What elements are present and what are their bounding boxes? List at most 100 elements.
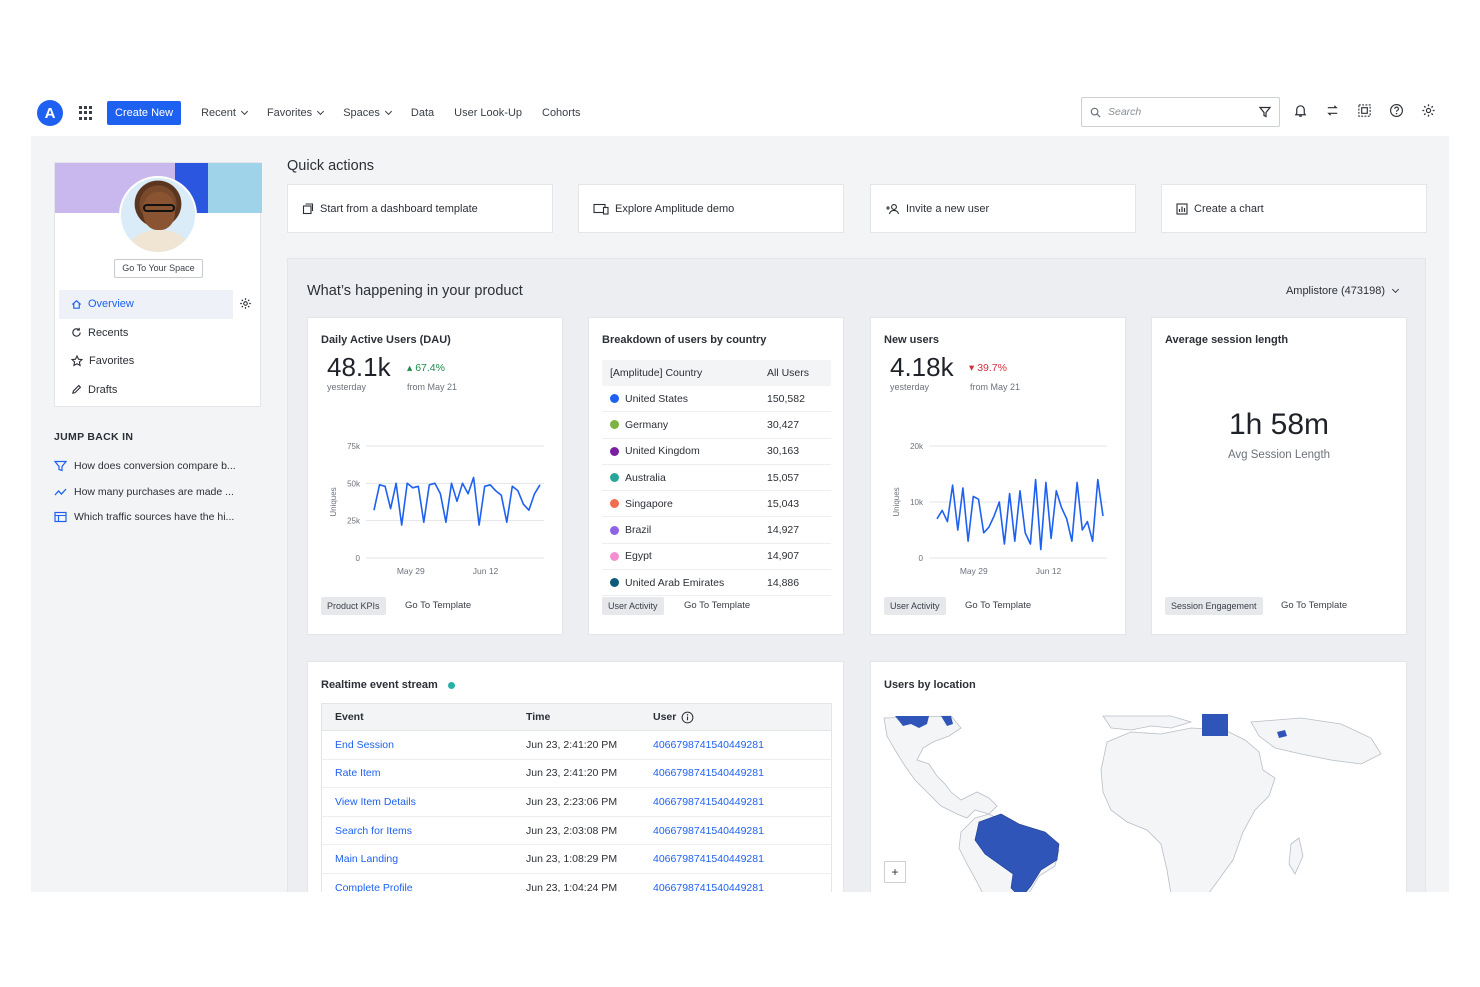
search-icon — [1090, 107, 1101, 118]
country-label: United Arab Emirates — [625, 576, 725, 589]
map-zoom-in-button[interactable]: + — [884, 861, 906, 883]
country-name: Egypt — [610, 550, 767, 562]
quick-action-template[interactable]: Start from a dashboard template — [287, 184, 553, 233]
nav-data[interactable]: Data — [410, 107, 435, 119]
jump-back-item[interactable]: How many purchases are made ... — [54, 486, 234, 498]
new-users-tag[interactable]: User Activity — [884, 597, 946, 615]
series-line — [936, 478, 1104, 551]
quick-action-label: Start from a dashboard template — [320, 202, 478, 215]
top-navigation: A Create New Recent Favorites Spaces Dat… — [31, 90, 1449, 136]
dau-go-to-template-link[interactable]: Go To Template — [405, 600, 472, 611]
app-grid-icon[interactable] — [79, 106, 93, 120]
event-row: Search for Items Jun 23, 2:03:08 PM 406679… — [321, 816, 832, 846]
country-breakdown-card: Breakdown of users by country [Amplitude… — [588, 317, 844, 635]
event-user-link[interactable]: 4066798741540449281 — [653, 881, 764, 892]
country-name: United Kingdom — [610, 445, 767, 457]
series-color-dot — [610, 578, 619, 588]
session-go-to-template-link[interactable]: Go To Template — [1281, 600, 1348, 611]
country-tag[interactable]: User Activity — [602, 597, 664, 615]
sidebar-item-favorites[interactable]: Favorites — [59, 347, 258, 376]
event-table: Event Time User End Session Jun 23, 2:41:… — [321, 703, 832, 892]
series-color-dot — [610, 446, 619, 456]
nav-cohorts[interactable]: Cohorts — [542, 107, 581, 119]
event-name-link[interactable]: Search for Items — [335, 824, 413, 837]
country-user-count: 30,163 — [767, 445, 800, 458]
country-row: Australia 15,057 — [602, 465, 831, 492]
home-icon — [71, 299, 82, 309]
event-user-link[interactable]: 4066798741540449281 — [653, 795, 764, 808]
create-new-button[interactable]: Create New — [107, 101, 182, 125]
settings-icon[interactable] — [239, 297, 252, 310]
live-indicator-icon — [447, 681, 455, 689]
settings-icon[interactable] — [1421, 103, 1436, 118]
search-input[interactable]: Search — [1081, 97, 1280, 127]
switch-icon[interactable] — [1325, 103, 1340, 118]
new-users-delta-note: from May 21 — [970, 382, 1021, 392]
quick-action-invite[interactable]: Invite a new user — [870, 184, 1136, 233]
country-label: Egypt — [625, 550, 652, 563]
country-user-count: 15,043 — [767, 497, 800, 510]
event-user-link[interactable]: 4066798741540449281 — [653, 738, 764, 751]
user-column-header-label: User — [653, 711, 677, 723]
country-row: Germany 30,427 — [602, 412, 831, 439]
y-axis-label: Uniques — [892, 487, 901, 516]
event-name-link[interactable]: View Item Details — [335, 795, 416, 808]
event-name-link[interactable]: Complete Profile — [335, 881, 413, 892]
dau-title: Daily Active Users (DAU) — [321, 334, 451, 346]
info-icon[interactable] — [681, 711, 694, 724]
amplitude-logo-icon[interactable]: A — [37, 100, 63, 126]
nav-spaces[interactable]: Spaces — [343, 107, 392, 119]
event-name-link[interactable]: End Session — [335, 738, 394, 751]
sidebar-item-drafts[interactable]: Drafts — [59, 376, 258, 405]
event-user-link[interactable]: 4066798741540449281 — [653, 767, 764, 780]
event-name-link[interactable]: Rate Item — [335, 767, 381, 780]
devices-icon — [593, 203, 609, 215]
country-go-to-template-link[interactable]: Go To Template — [684, 600, 751, 611]
country-row: United Kingdom 30,163 — [602, 439, 831, 465]
event-row: Rate Item Jun 23, 2:41:20 PM 4066798741540… — [321, 759, 832, 789]
country-name: Singapore — [610, 498, 767, 510]
quick-action-create-chart[interactable]: Create a chart — [1161, 184, 1427, 233]
go-to-space-button[interactable]: Go To Your Space — [114, 259, 203, 278]
country-label: Australia — [625, 471, 666, 484]
focus-icon[interactable] — [1357, 103, 1372, 118]
country-user-count: 30,427 — [767, 418, 800, 431]
event-user-link[interactable]: 4066798741540449281 — [653, 824, 764, 837]
profile-card: Go To Your Space Overview Recents Favori… — [54, 162, 262, 407]
event-name-link[interactable]: Main Landing — [335, 853, 399, 866]
jump-back-item[interactable]: How does conversion compare b... — [54, 460, 236, 472]
new-users-delta: ▾ 39.7% — [969, 362, 1007, 374]
dau-delta-value: 67.4% — [415, 362, 445, 374]
dau-delta-note: from May 21 — [407, 382, 458, 392]
help-icon[interactable] — [1389, 103, 1404, 118]
filter-icon[interactable] — [1259, 106, 1271, 118]
country-name: Brazil — [610, 524, 767, 536]
event-user-link[interactable]: 4066798741540449281 — [653, 853, 764, 866]
org-select[interactable]: Amplistore (473198) — [1286, 285, 1400, 297]
chevron-down-icon — [317, 107, 325, 116]
nav-recent[interactable]: Recent — [201, 107, 248, 119]
dau-tag[interactable]: Product KPIs — [321, 597, 386, 615]
main-area: Go To Your Space Overview Recents Favori… — [31, 136, 1449, 892]
y-tick-label: 20k — [910, 442, 924, 451]
event-time: Jun 23, 2:41:20 PM — [526, 738, 618, 751]
jump-back-item[interactable]: Which traffic sources have the hi... — [54, 511, 234, 523]
nav-favorites[interactable]: Favorites — [267, 107, 325, 119]
sidebar-item-recents[interactable]: Recents — [59, 319, 258, 348]
new-users-value-note: yesterday — [890, 382, 930, 392]
y-tick-label: 0 — [356, 554, 361, 563]
session-tag[interactable]: Session Engagement — [1165, 597, 1263, 615]
product-overview-panel: What’s happening in your product Amplist… — [287, 258, 1426, 892]
template-icon — [302, 202, 314, 214]
new-users-go-to-template-link[interactable]: Go To Template — [965, 600, 1032, 611]
quick-action-demo[interactable]: Explore Amplitude demo — [578, 184, 844, 233]
sidebar-item-label: Favorites — [89, 355, 135, 368]
y-tick-label: 50k — [347, 479, 361, 488]
chevron-down-icon — [384, 107, 392, 116]
sidebar-item-overview[interactable]: Overview — [59, 290, 233, 319]
country-label: Brazil — [625, 524, 652, 537]
country-row: Brazil 14,927 — [602, 517, 831, 544]
nav-user-lookup[interactable]: User Look-Up — [454, 107, 522, 119]
chevron-down-icon — [240, 107, 248, 116]
bell-icon[interactable] — [1293, 103, 1308, 118]
